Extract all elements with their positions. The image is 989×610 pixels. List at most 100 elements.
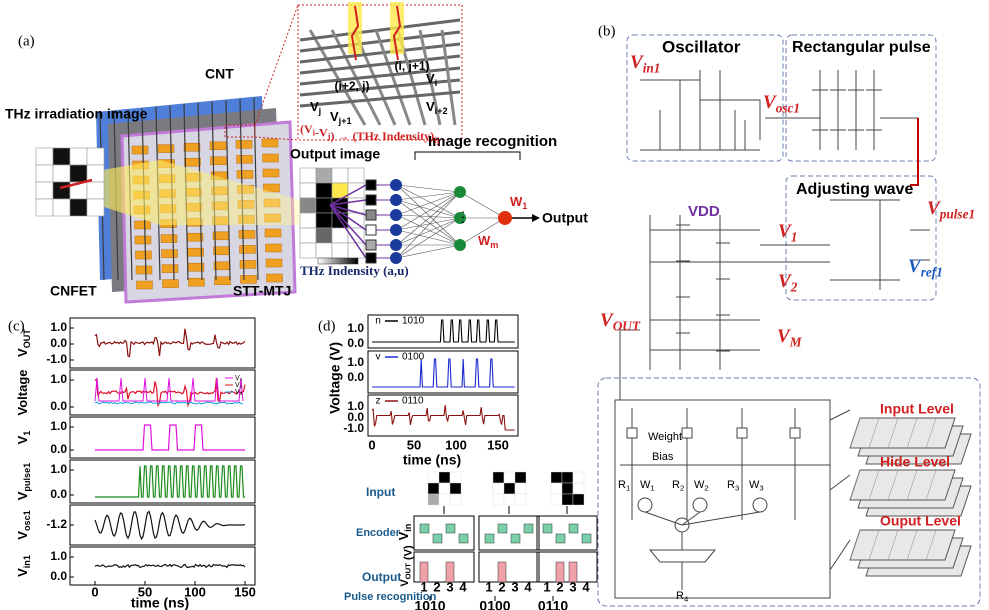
mtj-cell [184, 143, 200, 151]
pixel [300, 228, 316, 243]
label: (i, j+1) [394, 59, 429, 73]
label-text: V [396, 531, 411, 540]
pixel [316, 183, 332, 198]
x-tick-label: 4 [582, 579, 590, 594]
nn-edge [397, 230, 460, 245]
nn-edge [397, 185, 460, 192]
wire [830, 70, 846, 150]
nn-input [366, 195, 376, 205]
nn-edge [397, 192, 460, 258]
label: Output image [290, 146, 380, 162]
nn-hidden [390, 239, 402, 251]
mtj-cell [136, 266, 152, 274]
pixel [36, 199, 53, 216]
signal-path [910, 118, 918, 185]
label-text: V [310, 99, 319, 114]
mtj-cell [136, 251, 152, 259]
encoder-bit [511, 534, 520, 543]
pixel [36, 165, 53, 182]
legend-entry: z [376, 396, 381, 407]
pixel [316, 243, 332, 258]
label: Bias [652, 451, 674, 463]
pixel [53, 148, 70, 165]
waveform [95, 466, 245, 497]
label-text: W [749, 479, 760, 491]
nn-edge [397, 192, 460, 245]
pixel [515, 483, 526, 494]
legend-entry: 0100 [402, 352, 425, 363]
pixel [493, 483, 504, 494]
y-tick-label: 1.0 [50, 549, 67, 563]
mtj-cell [132, 146, 148, 154]
y-tick-label: 0.0 [347, 336, 364, 350]
label-text: ) → (THz Indensity) [330, 129, 434, 143]
x-tick-label: 150 [487, 437, 509, 452]
wire [866, 70, 882, 150]
label-subscript: 3 [759, 483, 763, 492]
label-subscript: 1 [22, 431, 32, 436]
waveform [95, 329, 245, 357]
label: VOUT [600, 310, 641, 333]
label-subscript: 2 [240, 384, 243, 390]
label-subscript: ij [434, 136, 439, 145]
label: Vpulse1 [927, 198, 975, 221]
x-tick-label: 0 [368, 437, 375, 452]
level-label: Hide Level [880, 454, 950, 470]
label-subscript: osc1 [776, 101, 800, 116]
nn-edge [397, 245, 460, 258]
weight-block [627, 428, 637, 438]
x-tick-label: 1 [485, 579, 492, 594]
label: W1 [640, 479, 655, 492]
weight-block [737, 428, 747, 438]
label-subscript: pulse1 [22, 463, 32, 492]
pixel [53, 165, 70, 182]
label-text: V [15, 491, 30, 500]
x-tick-label: 100 [445, 437, 467, 452]
pixel [300, 198, 316, 213]
pixel [300, 168, 316, 183]
label-subscript: 3 [240, 391, 243, 397]
nn-hidden [390, 179, 402, 191]
pixel [300, 213, 316, 228]
level-plane [850, 418, 955, 448]
wire [830, 410, 850, 570]
label: Vin1 [630, 52, 660, 75]
pixel [450, 483, 461, 494]
panel-label: (b) [598, 23, 616, 39]
label: Oscillator [662, 37, 741, 56]
label-subscript: i+2 [435, 106, 448, 116]
label-text: R [727, 479, 735, 491]
waveform [95, 402, 243, 404]
network-box [615, 400, 830, 598]
mtj-cell [214, 262, 230, 270]
pixel [316, 228, 332, 243]
x-tick-label: 3 [511, 579, 518, 594]
row-label: Encoder [356, 527, 401, 539]
result-code: 0100 [479, 598, 510, 610]
mtj-cell [215, 277, 231, 285]
label-text: V [426, 71, 435, 86]
arrowhead [532, 214, 540, 222]
label-text: V [15, 531, 30, 540]
output-image [300, 168, 364, 258]
y-axis-label: Voltage [15, 370, 30, 416]
label: R3 [727, 479, 739, 492]
label: W2 [694, 479, 709, 492]
mtj-cell [162, 250, 178, 258]
y-tick-label: 0.0 [50, 569, 67, 583]
nn-hidden [390, 209, 402, 221]
nn-edge [397, 218, 460, 245]
label-subscript: osc1 [22, 510, 32, 531]
sum-node [638, 498, 652, 512]
x-tick-label: 2 [556, 579, 563, 594]
pixel [504, 483, 515, 494]
label: Wm [478, 233, 498, 250]
encoder-bit [459, 534, 468, 543]
mtj-cell [236, 140, 252, 148]
pixel [36, 148, 53, 165]
label: Image recognition [428, 133, 557, 150]
x-tick-label: 4 [459, 579, 467, 594]
pixel [53, 182, 70, 199]
x-tick-label: 3 [446, 579, 453, 594]
output-box [479, 552, 539, 582]
